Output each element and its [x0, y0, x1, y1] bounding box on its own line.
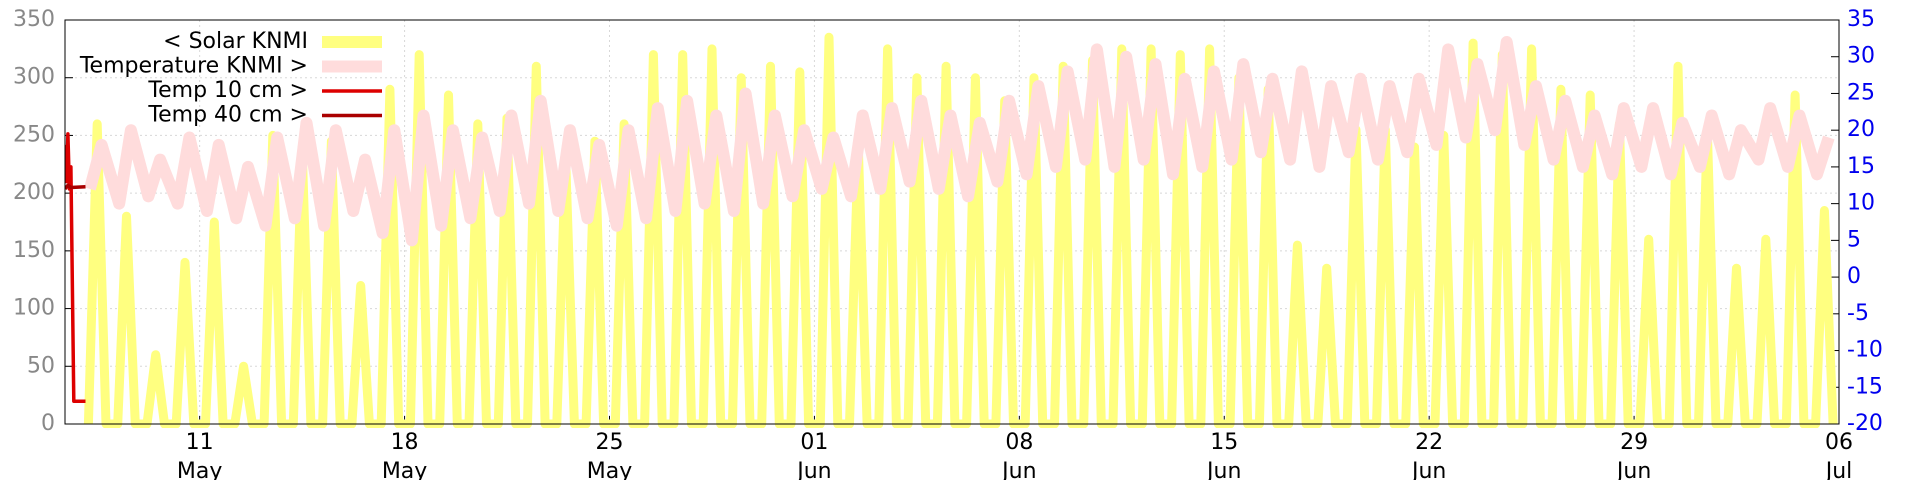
- legend-label: < Solar KNMI: [163, 29, 308, 54]
- y2-tick-label: 20: [1847, 117, 1875, 142]
- y2-tick-label: -20: [1847, 411, 1883, 436]
- x-tick-label: 25 May: [586, 430, 633, 480]
- x-tick-label: 08 Jun: [1002, 430, 1037, 480]
- y2-tick-label: -5: [1847, 301, 1869, 326]
- y2-tick-label: 25: [1847, 80, 1875, 105]
- y-tick-label: 300: [13, 65, 55, 90]
- y2-tick-label: 15: [1847, 154, 1875, 179]
- x-tick-label: 01 Jun: [797, 430, 832, 480]
- y-tick-label: 150: [13, 238, 55, 263]
- x-tick-label: 11 May: [176, 430, 223, 480]
- y-tick-label: 250: [13, 122, 55, 147]
- x-tick-label: 18 May: [381, 430, 428, 480]
- y2-tick-label: -10: [1847, 338, 1883, 363]
- x-tick-label: 15 Jun: [1207, 430, 1242, 480]
- y-tick-label: 50: [27, 353, 55, 378]
- legend-label: Temp 40 cm >: [147, 103, 308, 128]
- x-tick-label: 22 Jun: [1411, 430, 1447, 480]
- y-tick-label: 100: [13, 296, 55, 321]
- series-line: [65, 183, 86, 190]
- x-tick-label: 29 Jun: [1616, 430, 1652, 480]
- legend-label: Temperature KNMI >: [79, 54, 308, 79]
- y2-tick-label: 10: [1847, 191, 1875, 216]
- x-tick-label: 06 Jul: [1825, 430, 1853, 480]
- y-tick-label: 0: [41, 411, 55, 436]
- y-tick-label: 200: [13, 180, 55, 205]
- series-line: [65, 132, 86, 403]
- y2-tick-label: 35: [1847, 7, 1875, 32]
- series-line: [84, 36, 1835, 247]
- y2-tick-label: 30: [1847, 44, 1875, 69]
- y-tick-label: 350: [13, 7, 55, 32]
- legend-label: Temp 10 cm >: [147, 78, 308, 103]
- y2-tick-label: 5: [1847, 227, 1861, 252]
- plot-frame: [64, 19, 1840, 425]
- y2-tick-label: 0: [1847, 264, 1861, 289]
- y2-tick-label: -15: [1847, 374, 1883, 399]
